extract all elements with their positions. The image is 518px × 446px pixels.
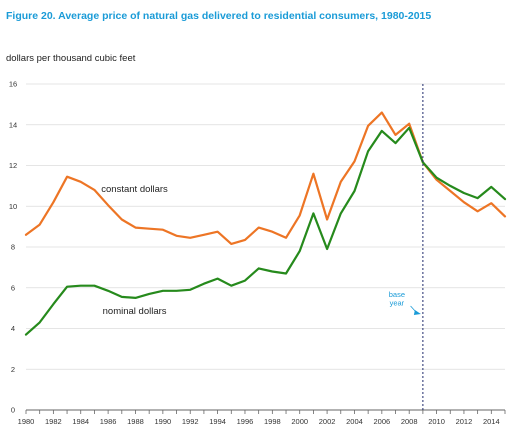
x-tick-label: 2008 xyxy=(401,417,418,426)
series-lines xyxy=(24,111,507,336)
y-tick-label: 12 xyxy=(9,161,17,170)
y-tick-label: 2 xyxy=(11,365,15,374)
x-tick-label: 1996 xyxy=(237,417,254,426)
x-tick-label: 1986 xyxy=(100,417,117,426)
x-tick-label: 2010 xyxy=(428,417,445,426)
annotation-text: year xyxy=(390,299,405,308)
series-label-constant-dollars: constant dollars xyxy=(101,184,168,195)
y-tick-label: 4 xyxy=(11,324,15,333)
y-tick-label: 6 xyxy=(11,283,15,292)
y-axis-unit-label: dollars per thousand cubic feet xyxy=(6,53,136,64)
y-tick-label: 0 xyxy=(11,406,15,415)
figure-title: Figure 20. Average price of natural gas … xyxy=(6,10,431,22)
x-tick-label: 2000 xyxy=(291,417,308,426)
x-tick-label: 1988 xyxy=(127,417,144,426)
y-tick-label: 16 xyxy=(9,80,17,89)
series-label-nominal-dollars: nominal dollars xyxy=(103,306,167,317)
x-tick-label: 1998 xyxy=(264,417,281,426)
y-tick-label: 8 xyxy=(11,243,15,252)
y-tick-label: 14 xyxy=(9,120,17,129)
x-tick-label: 1994 xyxy=(209,417,226,426)
series-labels: constant dollars nominal dollars xyxy=(101,184,168,317)
annotation-text: base xyxy=(389,290,405,299)
annotation-arrowhead xyxy=(413,310,421,315)
series-line-constant-dollars xyxy=(24,111,507,245)
x-tick-label: 1984 xyxy=(72,417,89,426)
x-tick-label: 2004 xyxy=(346,417,363,426)
axes: 0 2 4 6 8 10 12 14 16 1980 1982 1984 1986 1988 1990 199… xyxy=(9,80,506,426)
x-tick-label: 1990 xyxy=(155,417,172,426)
x-tick-label: 1982 xyxy=(45,417,62,426)
x-tick-label: 2012 xyxy=(456,417,473,426)
x-tick-label: 2014 xyxy=(483,417,500,426)
x-tick-label: 1980 xyxy=(18,417,35,426)
y-tick-label: 10 xyxy=(9,202,17,211)
x-tick-label: 2002 xyxy=(319,417,336,426)
x-tick-label: 2006 xyxy=(373,417,390,426)
gridlines xyxy=(26,83,505,370)
x-tick-label: 1992 xyxy=(182,417,199,426)
series-line-nominal-dollars xyxy=(24,126,507,336)
